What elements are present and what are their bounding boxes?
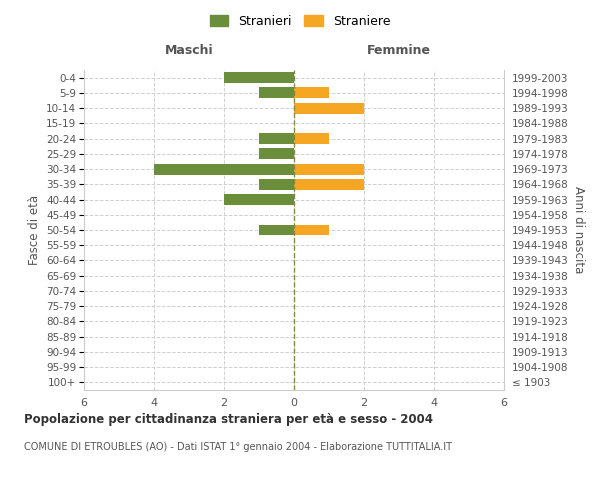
Bar: [224, 194, 294, 205]
Bar: [294, 164, 364, 174]
Text: Femmine: Femmine: [367, 44, 431, 57]
Bar: [294, 224, 329, 235]
Bar: [154, 164, 294, 174]
Y-axis label: Anni di nascita: Anni di nascita: [572, 186, 585, 274]
Y-axis label: Fasce di età: Fasce di età: [28, 195, 41, 265]
Text: COMUNE DI ETROUBLES (AO) - Dati ISTAT 1° gennaio 2004 - Elaborazione TUTTITALIA.: COMUNE DI ETROUBLES (AO) - Dati ISTAT 1°…: [24, 442, 452, 452]
Bar: [259, 224, 294, 235]
Bar: [294, 133, 329, 144]
Bar: [294, 102, 364, 114]
Bar: [259, 88, 294, 99]
Text: Popolazione per cittadinanza straniera per età e sesso - 2004: Popolazione per cittadinanza straniera p…: [24, 412, 433, 426]
Bar: [224, 72, 294, 83]
Bar: [259, 133, 294, 144]
Text: Maschi: Maschi: [164, 44, 214, 57]
Legend: Stranieri, Straniere: Stranieri, Straniere: [206, 11, 394, 32]
Bar: [259, 148, 294, 160]
Bar: [294, 179, 364, 190]
Bar: [294, 88, 329, 99]
Bar: [259, 179, 294, 190]
